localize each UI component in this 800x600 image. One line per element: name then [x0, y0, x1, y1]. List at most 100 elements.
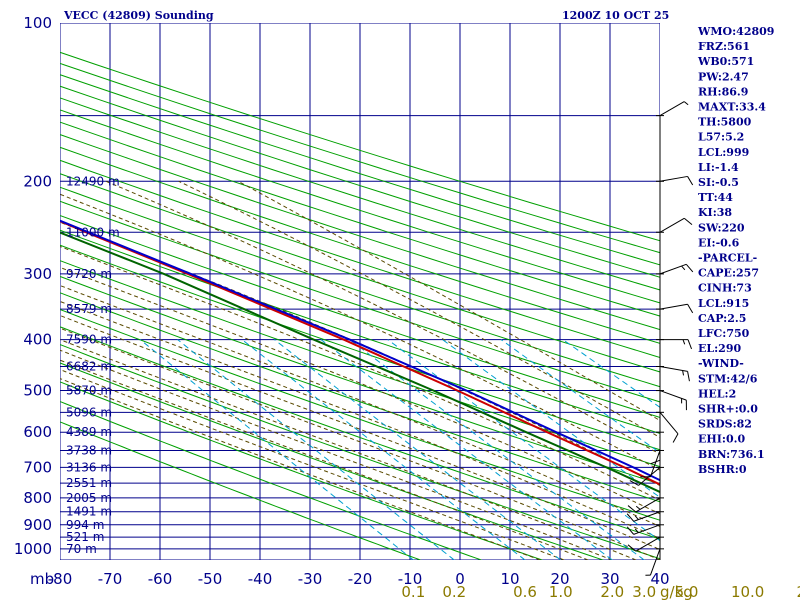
- mixing-ratio-line: [349, 339, 645, 560]
- mixing-ratio-label: 3.0: [632, 583, 656, 600]
- stats-panel: WMO:42809 FRZ:561 WB0:571 PW:2.47 RH:86.9 MAX…: [697, 25, 774, 476]
- mixing-ratio-label: 10.0: [731, 583, 764, 600]
- moist-adiabat: [60, 314, 660, 551]
- wind-barb-flag: [629, 480, 639, 486]
- temperature-tick-label: 0: [455, 570, 465, 588]
- dry-adiabat: [60, 159, 660, 359]
- stat-line: BRN:736.1: [698, 448, 765, 461]
- wind-barb-flag: [682, 339, 686, 345]
- temperature-tick-label: -20: [348, 570, 373, 588]
- dry-adiabat: [60, 421, 421, 560]
- stat-line: TT:44: [698, 191, 733, 204]
- moist-adiabat: [60, 193, 660, 471]
- sounding-title: VECC (42809) Sounding: [63, 9, 214, 22]
- mixing-ratio-label: 0.6: [513, 583, 537, 600]
- pressure-tick-label: 100: [23, 14, 52, 32]
- temperature-tick-label: -10: [398, 570, 423, 588]
- height-labels: 12490 m 11000 m 9720 m 8579 m 7590 m 6682 m 58…: [66, 174, 120, 556]
- height-label: 3136 m: [66, 460, 112, 474]
- stat-line: WMO:42809: [697, 25, 774, 38]
- stat-line: SW:220: [698, 221, 745, 234]
- pressure-tick-label: 300: [23, 265, 52, 283]
- height-label: 6682 m: [66, 359, 112, 373]
- moist-adiabat: [105, 180, 660, 455]
- stat-line: HEL:2: [698, 387, 736, 400]
- dry-adiabat: [60, 186, 660, 388]
- series-dewpoint-line: [60, 231, 660, 494]
- wind-barb-flag: [626, 526, 635, 535]
- wind-barb-flag: [634, 528, 639, 533]
- dry-adiabat: [60, 292, 660, 503]
- dry-adiabat: [60, 260, 660, 468]
- dry-adiabat: [60, 200, 660, 403]
- wind-barb-flag: [683, 217, 693, 225]
- stat-line: LI:-1.4: [698, 161, 739, 174]
- moist-adiabat: [178, 180, 660, 439]
- dry-adiabat: [60, 85, 660, 278]
- wind-barb: [659, 303, 688, 310]
- background-lines: [60, 23, 660, 560]
- dry-adiabat: [60, 134, 660, 331]
- dry-adiabat: [60, 62, 660, 254]
- dry-adiabat: [60, 344, 660, 560]
- pressure-tick-label: 800: [23, 489, 52, 507]
- stat-line: CAP:2.5: [698, 312, 746, 325]
- dry-adiabat: [60, 74, 660, 266]
- height-label: 7590 m: [66, 333, 112, 347]
- moist-adiabat: [60, 221, 660, 487]
- dry-adiabat: [60, 362, 604, 560]
- moist-adiabat: [60, 245, 660, 501]
- wind-barb-flag: [627, 505, 637, 513]
- stat-line: FRZ:561: [698, 40, 750, 53]
- dry-adiabat: [60, 121, 660, 317]
- stat-line: SHR+:0.0: [698, 403, 758, 416]
- stat-line: KI:38: [698, 206, 732, 219]
- wind-barb: [659, 101, 685, 117]
- pressure-tick-label: 400: [23, 331, 52, 349]
- dry-adiabat: [60, 173, 660, 373]
- wind-barb-flag: [683, 101, 689, 106]
- height-label: 70 m: [66, 542, 97, 556]
- pressure-tick-label: 900: [23, 516, 52, 534]
- stat-line: SRDS:82: [698, 418, 752, 431]
- mixing-ratio-line: [442, 339, 660, 499]
- stat-line: STM:42/6: [698, 372, 758, 385]
- pressure-tick-label: 200: [23, 172, 52, 190]
- pressure-tick-label: 600: [23, 423, 52, 441]
- moist-adiabat: [60, 339, 637, 560]
- wind-barb-flag: [627, 544, 637, 552]
- wind-barb: [649, 450, 661, 477]
- stat-line: SI:-0.5: [698, 176, 739, 189]
- wind-barb-column: [626, 101, 694, 576]
- wind-barb: [659, 263, 687, 275]
- dry-adiabat: [60, 326, 660, 540]
- mixing-ratio-label: 0.2: [442, 583, 466, 600]
- moist-adiabat: [60, 359, 589, 560]
- mixing-ratio-label: 20.0: [797, 583, 800, 600]
- stat-line: -WIND-: [698, 357, 744, 370]
- height-label: 5096 m: [66, 405, 112, 419]
- height-label: 994 m: [66, 518, 104, 532]
- mixing-ratio-line: [139, 339, 414, 560]
- dry-adiabat: [60, 308, 660, 521]
- moist-adiabat: [60, 368, 565, 560]
- stat-line: WB0:571: [697, 55, 754, 68]
- pressure-unit-label: mb: [30, 570, 54, 588]
- wind-barb-flag: [672, 433, 679, 443]
- wind-barb: [635, 536, 661, 552]
- moist-adiabat: [237, 180, 660, 422]
- mixing-ratio-line: [241, 339, 526, 560]
- stat-line: LCL:999: [698, 146, 749, 159]
- temperature-tick-label: 40: [650, 570, 669, 588]
- stat-line: BSHR:0: [698, 463, 747, 476]
- wind-barb-flag: [626, 513, 635, 522]
- pressure-tick-label: 500: [23, 382, 52, 400]
- wind-barb-flag: [650, 459, 661, 465]
- stat-line: -PARCEL-: [698, 252, 757, 265]
- temperature-tick-label: -30: [298, 570, 323, 588]
- height-label: 2005 m: [66, 491, 112, 505]
- stat-line: RH:86.9: [698, 85, 748, 98]
- height-label: 3738 m: [66, 443, 112, 457]
- wind-barb: [659, 217, 685, 233]
